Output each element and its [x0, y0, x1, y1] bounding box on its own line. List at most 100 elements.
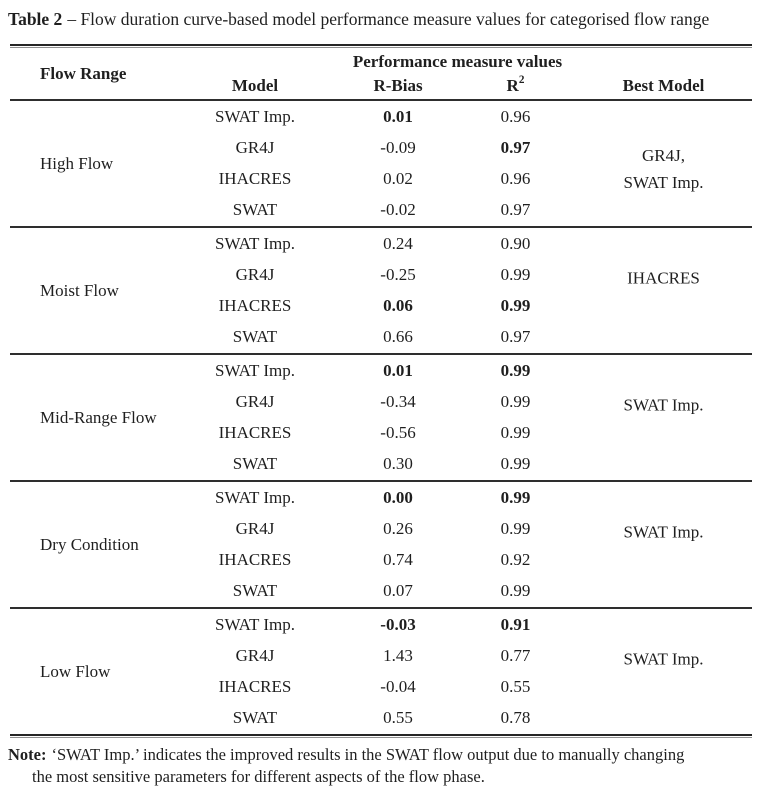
- r-bias-cell: -0.56: [380, 423, 416, 443]
- model-cell: IHACRES: [218, 423, 292, 443]
- r2-cell: 0.96: [500, 106, 531, 126]
- best-model-cell: GR4J, SWAT Imp.: [575, 101, 752, 226]
- table-number: Table 2: [8, 9, 63, 29]
- r2-cell: 0.55: [500, 677, 531, 697]
- header-r-bias: R-Bias: [373, 75, 423, 95]
- r-bias-cell: 0.01: [383, 106, 413, 126]
- r-bias-cell: 0.00: [383, 487, 413, 507]
- r-bias-cell: 0.66: [383, 327, 413, 347]
- r2-cell: 0.96: [500, 169, 531, 189]
- block-dry-condition: Dry Condition SWAT Imp. 0.00 0.99 GR4J 0…: [10, 482, 752, 607]
- flow-range-label: High Flow: [40, 153, 114, 173]
- r2-cell: 0.77: [500, 645, 531, 665]
- best-model-cell: SWAT Imp.: [575, 609, 752, 734]
- r-bias-cell: 0.30: [383, 454, 413, 474]
- block-low-flow: Low Flow SWAT Imp. -0.03 0.91 GR4J 1.43 …: [10, 609, 752, 734]
- model-cell: IHACRES: [218, 296, 292, 316]
- table-note: Note: ‘SWAT Imp.’ indicates the improved …: [8, 744, 698, 788]
- table-title-text: – Flow duration curve-based model perfor…: [67, 9, 710, 29]
- r-bias-cell: 0.07: [383, 581, 413, 601]
- r2-cell: 0.97: [500, 137, 531, 157]
- best-model-label: SWAT Imp.: [623, 649, 704, 669]
- r-bias-cell: 0.55: [383, 708, 413, 728]
- model-cell: SWAT: [232, 327, 278, 347]
- model-cell: IHACRES: [218, 677, 292, 697]
- table-rule: [10, 226, 752, 228]
- r2-cell: 0.78: [500, 708, 531, 728]
- flow-range-label: Dry Condition: [40, 534, 139, 554]
- model-cell: IHACRES: [218, 550, 292, 570]
- r2-cell: 0.90: [500, 233, 531, 253]
- best-model-label: SWAT Imp.: [623, 395, 704, 415]
- model-cell: SWAT Imp.: [215, 106, 295, 126]
- model-cell: SWAT: [232, 200, 278, 220]
- r-bias-cell: 1.43: [383, 645, 413, 665]
- model-cell: GR4J: [235, 391, 275, 411]
- r2-cell: 0.91: [500, 614, 531, 634]
- r-squared-base: R: [506, 75, 519, 95]
- r2-cell: 0.97: [500, 327, 531, 347]
- table-rule: [10, 480, 752, 482]
- r-bias-cell: 0.02: [383, 169, 413, 189]
- r2-cell: 0.99: [500, 454, 531, 474]
- table-rule-top: [10, 44, 752, 48]
- r2-cell: 0.99: [500, 391, 531, 411]
- block-high-flow: High Flow SWAT Imp. 0.01 0.96 GR4J -0.09…: [10, 101, 752, 226]
- model-cell: GR4J: [235, 137, 275, 157]
- r-bias-cell: -0.03: [380, 614, 416, 634]
- r-bias-cell: -0.25: [380, 264, 416, 284]
- r-bias-cell: -0.02: [380, 200, 416, 220]
- r2-cell: 0.97: [500, 200, 531, 220]
- model-cell: SWAT Imp.: [215, 614, 295, 634]
- best-model-cell: IHACRES: [575, 228, 752, 353]
- r2-cell: 0.99: [500, 423, 531, 443]
- table-caption: Table 2– Flow duration curve-based model…: [8, 8, 763, 31]
- table-rule: [10, 99, 752, 101]
- table-header: Flow Range Model Performance measure val…: [10, 48, 752, 99]
- table-rule: [10, 607, 752, 609]
- note-text: ‘SWAT Imp.’ indicates the improved resul…: [32, 745, 685, 786]
- flow-range-label: Low Flow: [40, 661, 111, 681]
- performance-table: Flow Range Model Performance measure val…: [10, 44, 752, 738]
- model-cell: SWAT Imp.: [215, 233, 295, 253]
- r2-cell: 0.99: [500, 581, 531, 601]
- model-cell: GR4J: [235, 518, 275, 538]
- r-bias-cell: -0.34: [380, 391, 416, 411]
- flow-range-label: Moist Flow: [40, 280, 119, 300]
- flow-range-label: Mid-Range Flow: [40, 407, 157, 427]
- best-model-label: GR4J, SWAT Imp.: [623, 146, 704, 192]
- r2-cell: 0.99: [500, 360, 531, 380]
- header-best-model: Best Model: [622, 75, 705, 95]
- r2-cell: 0.92: [500, 550, 531, 570]
- block-mid-range-flow: Mid-Range Flow SWAT Imp. 0.01 0.99 GR4J …: [10, 355, 752, 480]
- model-cell: IHACRES: [218, 169, 292, 189]
- r2-cell: 0.99: [500, 296, 531, 316]
- best-model-cell: SWAT Imp.: [575, 355, 752, 480]
- best-model-label: SWAT Imp.: [623, 522, 704, 542]
- model-cell: GR4J: [235, 264, 275, 284]
- note-label: Note:: [8, 745, 47, 764]
- r2-cell: 0.99: [500, 518, 531, 538]
- r-bias-cell: 0.74: [383, 550, 413, 570]
- model-cell: GR4J: [235, 645, 275, 665]
- table-rule: [10, 353, 752, 355]
- r-bias-cell: 0.24: [383, 233, 413, 253]
- header-performance-group: Performance measure values: [352, 52, 563, 71]
- model-cell: SWAT: [232, 454, 278, 474]
- header-model: Model: [231, 75, 279, 95]
- r-bias-cell: -0.04: [380, 677, 416, 697]
- best-model-label: IHACRES: [627, 268, 700, 288]
- r-bias-cell: -0.09: [380, 137, 416, 157]
- model-cell: SWAT: [232, 708, 278, 728]
- model-cell: SWAT: [232, 581, 278, 601]
- best-model-cell: SWAT Imp.: [575, 482, 752, 607]
- r-bias-cell: 0.26: [383, 518, 413, 538]
- model-cell: SWAT Imp.: [215, 360, 295, 380]
- model-cell: SWAT Imp.: [215, 487, 295, 507]
- r-bias-cell: 0.06: [383, 296, 413, 316]
- r2-cell: 0.99: [500, 264, 531, 284]
- r-bias-cell: 0.01: [383, 360, 413, 380]
- block-moist-flow: Moist Flow SWAT Imp. 0.24 0.90 GR4J -0.2…: [10, 228, 752, 353]
